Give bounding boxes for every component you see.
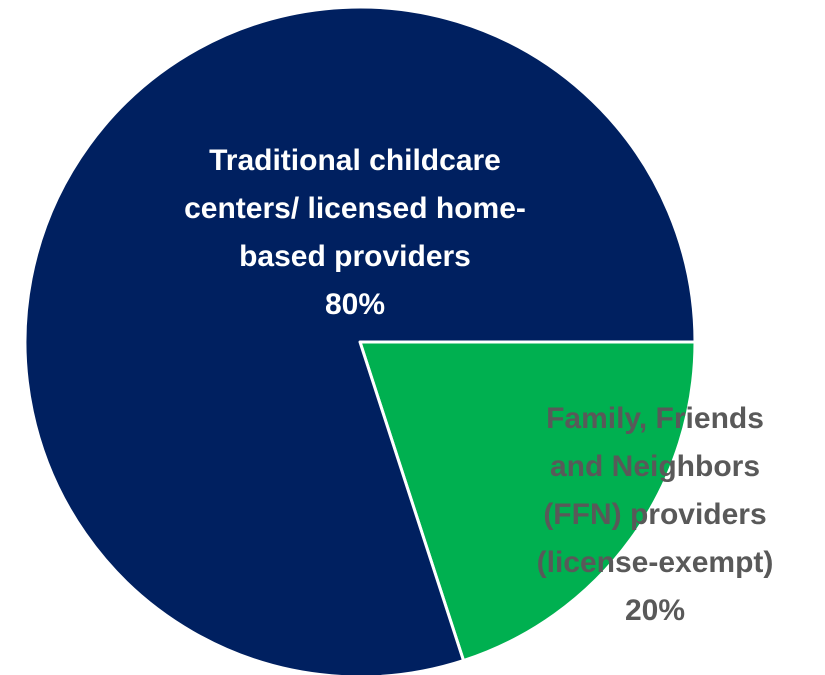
pie-labels: Family, Friends and Neighbors (FFN) provid… xyxy=(184,144,773,627)
slice-label-1: Traditional childcare centers/ licensed h… xyxy=(184,144,526,321)
slice-label-0: Family, Friends and Neighbors (FFN) provid… xyxy=(537,402,774,627)
slice-label-line: (license-exempt) xyxy=(537,546,774,579)
pie-slice-0 xyxy=(358,340,697,663)
slice-label-line: based providers xyxy=(239,240,471,273)
slice-label-line: Traditional childcare xyxy=(209,144,501,177)
slice-label-line: centers/ licensed home- xyxy=(184,192,526,225)
slice-label-line: Family, Friends xyxy=(546,402,764,435)
slice-label-line: and Neighbors xyxy=(550,450,760,483)
slice-value-label: 80% xyxy=(325,288,385,321)
slice-label-line: (FFN) providers xyxy=(543,498,766,531)
pie-slices xyxy=(23,5,697,675)
slice-value-label: 20% xyxy=(625,594,685,627)
pie-slice-1 xyxy=(23,5,697,675)
